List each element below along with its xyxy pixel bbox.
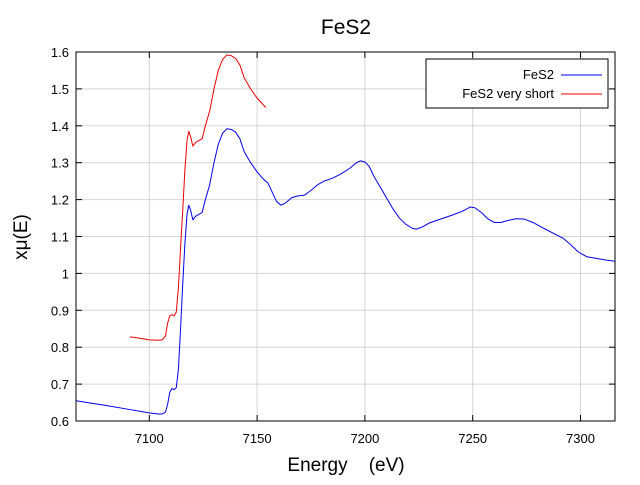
legend-label-fes2-very-short: FeS2 very short	[462, 86, 554, 101]
y-tick-label: 1.3	[51, 156, 69, 171]
chart-title: FeS2	[321, 16, 371, 39]
series-line-fes2	[76, 128, 615, 415]
y-tick-label: 1.1	[51, 230, 69, 245]
x-axis-label: Energy (eV)	[287, 455, 404, 476]
y-tick-label: 0.8	[51, 340, 69, 355]
axis-ticks: 7100 7150 7200 7250 7300 0.6 0.7 0.8 0.9 1 1.1 1.2 1…	[51, 45, 615, 446]
y-tick-label: 1.4	[51, 119, 69, 134]
x-tick-label: 7200	[350, 431, 379, 446]
x-tick-label: 7100	[135, 431, 164, 446]
y-tick-label: 0.6	[51, 414, 69, 429]
x-tick-label: 7250	[458, 431, 487, 446]
y-axis-label: xμ(E)	[11, 214, 32, 260]
y-tick-label: 0.7	[51, 377, 69, 392]
y-tick-label: 1.2	[51, 193, 69, 208]
y-tick-label: 1.6	[51, 45, 69, 60]
grid	[76, 51, 615, 422]
legend-label-fes2: FeS2	[523, 67, 554, 82]
legend: FeS2 FeS2 very short	[425, 58, 609, 109]
x-tick-label: 7300	[566, 431, 595, 446]
x-tick-label: 7150	[243, 431, 272, 446]
legend-box	[425, 58, 609, 109]
y-tick-label: 1	[62, 266, 69, 281]
y-tick-label: 1.5	[51, 82, 69, 97]
series-group	[76, 54, 615, 415]
series-line-fes2-very-short	[129, 54, 267, 341]
y-tick-label: 0.9	[51, 303, 69, 318]
